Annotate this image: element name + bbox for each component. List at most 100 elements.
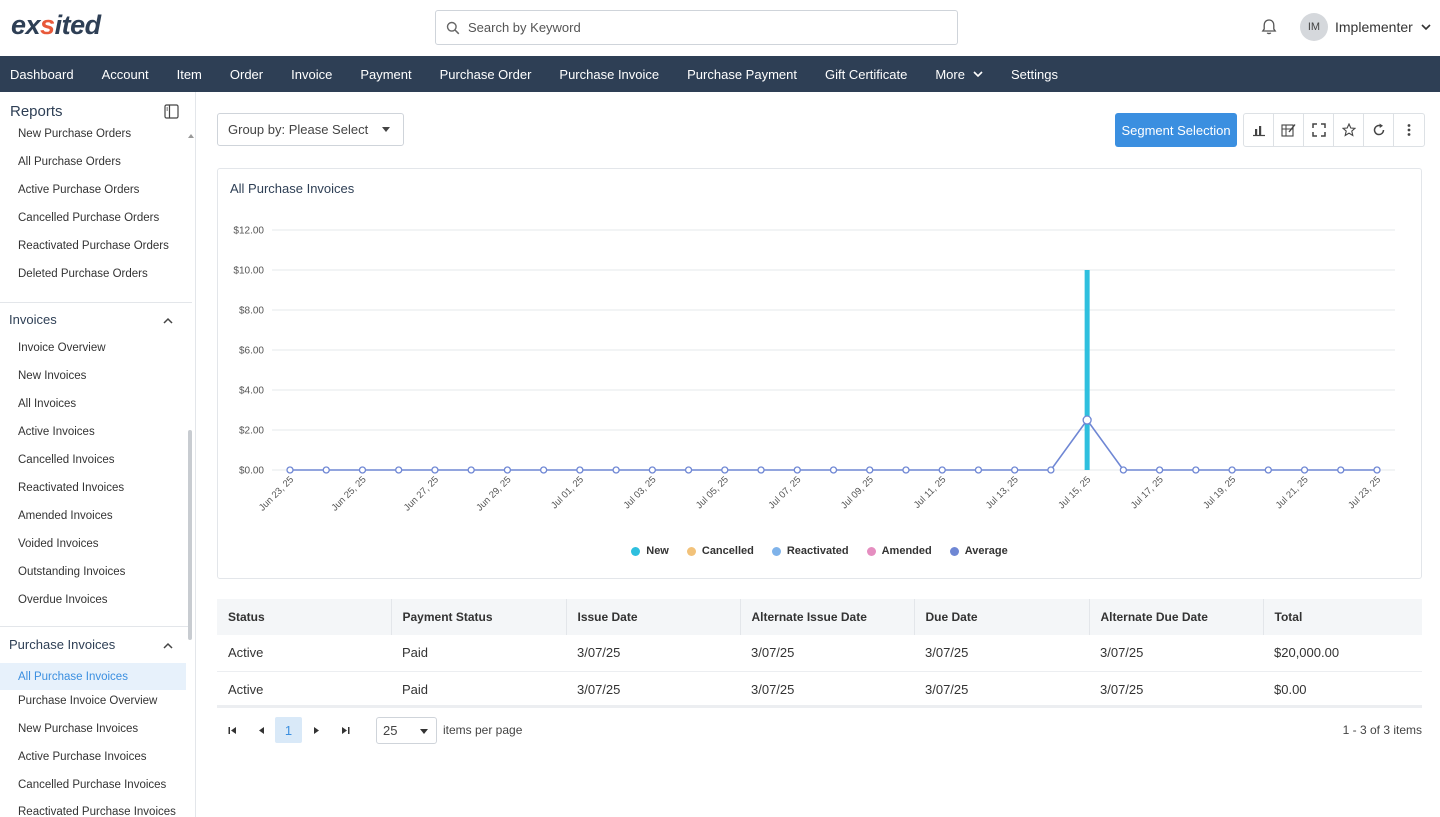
sidebar-item-cancelled-invoices[interactable]: Cancelled Invoices: [18, 454, 115, 466]
legend-label: New: [646, 545, 669, 557]
table-horizontal-scrollbar[interactable]: [217, 705, 1422, 708]
sidebar-item-cancelled-purchase-orders[interactable]: Cancelled Purchase Orders: [18, 212, 160, 224]
last-page-icon[interactable]: [332, 717, 358, 743]
nav-purchase-order[interactable]: Purchase Order: [439, 66, 532, 82]
edit-chart-icon[interactable]: [1274, 114, 1304, 146]
sidebar-item-outstanding-invoices[interactable]: Outstanding Invoices: [18, 566, 126, 578]
sidebar-section-invoices[interactable]: Invoices: [9, 312, 57, 327]
invoices-table: Status Payment Status Issue Date Alterna…: [217, 599, 1422, 708]
nav-payment[interactable]: Payment: [360, 66, 412, 82]
pagination-info: 1 - 3 of 3 items: [1342, 723, 1422, 737]
sidebar-item-purchase-invoice-overview[interactable]: Purchase Invoice Overview: [18, 695, 158, 707]
page-size-select[interactable]: 25: [376, 717, 437, 744]
average-point: [1082, 415, 1092, 425]
table-cell: 3/07/25: [740, 635, 914, 672]
column-header-status[interactable]: Status: [217, 599, 391, 635]
y-tick-label: $10.00: [233, 266, 264, 277]
column-header-alternate-due-date[interactable]: Alternate Due Date: [1088, 599, 1263, 635]
fullscreen-icon[interactable]: [1304, 114, 1334, 146]
sidebar-collapse-icon[interactable]: [164, 104, 179, 122]
nav-more[interactable]: More: [921, 56, 997, 92]
avatar: IM: [1300, 13, 1328, 41]
legend-item[interactable]: New: [631, 545, 669, 557]
sidebar-scrollbar[interactable]: [188, 430, 192, 640]
nav-order[interactable]: Order: [229, 66, 264, 82]
chevron-down-icon: [973, 70, 983, 77]
search-input[interactable]: [468, 20, 928, 35]
chevron-up-icon[interactable]: [163, 642, 173, 649]
column-header-alternate-issue-date[interactable]: Alternate Issue Date: [739, 599, 914, 635]
more-options-icon[interactable]: [1394, 114, 1424, 146]
sidebar-item-reactivated-purchase-orders[interactable]: Reactivated Purchase Orders: [18, 240, 169, 252]
chevron-up-icon[interactable]: [163, 317, 173, 324]
legend-swatch: [771, 546, 781, 556]
legend-item[interactable]: Cancelled: [686, 545, 754, 557]
sidebar-item-cancelled-purchase-invoices[interactable]: Cancelled Purchase Invoices: [18, 779, 167, 791]
sidebar-item-overdue-invoices[interactable]: Overdue Invoices: [18, 594, 108, 606]
legend-swatch: [686, 546, 696, 556]
first-page-icon[interactable]: [219, 717, 245, 743]
previous-page-icon[interactable]: [248, 717, 274, 743]
sidebar-item-new-purchase-invoices[interactable]: New Purchase Invoices: [18, 723, 139, 735]
legend-label: Average: [964, 545, 1008, 557]
sidebar-item-new-purchase-orders[interactable]: New Purchase Orders: [18, 128, 132, 140]
average-point: [576, 466, 584, 474]
column-header-total[interactable]: Total: [1262, 599, 1422, 635]
nav-invoice[interactable]: Invoice: [291, 66, 333, 82]
table-row[interactable]: Active Paid 3/07/25 3/07/25 3/07/25 3/07…: [217, 635, 1422, 672]
sidebar-item-invoice-overview[interactable]: Invoice Overview: [18, 342, 106, 354]
nav-purchase-invoice[interactable]: Purchase Invoice: [559, 66, 660, 82]
y-tick-label: $12.00: [233, 226, 264, 237]
reports-sidebar: Reports New Purchase Orders All Purchase…: [0, 92, 196, 817]
sidebar-item-active-purchase-invoices[interactable]: Active Purchase Invoices: [18, 751, 147, 763]
sidebar-section-purchase-invoices[interactable]: Purchase Invoices: [9, 637, 116, 652]
logo-text-suffix: ited: [54, 10, 102, 40]
sidebar-item-all-invoices[interactable]: All Invoices: [18, 398, 77, 410]
average-point: [1300, 466, 1309, 474]
search-box[interactable]: [435, 10, 958, 45]
average-point: [938, 466, 946, 474]
table-row[interactable]: Active Paid 3/07/25 3/07/25 3/07/25 3/07…: [217, 671, 1422, 708]
app-logo[interactable]: exsited: [11, 10, 101, 41]
average-point: [1011, 466, 1019, 474]
sidebar-item-deleted-purchase-orders[interactable]: Deleted Purchase Orders: [18, 268, 148, 280]
sidebar-item-all-purchase-orders[interactable]: All Purchase Orders: [18, 156, 121, 168]
star-icon[interactable]: [1334, 114, 1364, 146]
sidebar-item-active-invoices[interactable]: Active Invoices: [18, 426, 95, 438]
y-tick-label: $8.00: [239, 306, 264, 317]
scroll-up-arrow-icon[interactable]: [188, 134, 194, 138]
sidebar-scroll-area[interactable]: New Purchase Orders All Purchase Orders …: [0, 128, 195, 817]
column-header-issue-date[interactable]: Issue Date: [565, 599, 740, 635]
sidebar-item-reactivated-invoices[interactable]: Reactivated Invoices: [18, 482, 125, 494]
sidebar-item-all-purchase-invoices[interactable]: All Purchase Invoices: [0, 663, 186, 690]
nav-account[interactable]: Account: [101, 66, 149, 82]
column-header-due-date[interactable]: Due Date: [913, 599, 1089, 635]
average-point: [829, 466, 838, 474]
nav-settings[interactable]: Settings: [1010, 66, 1058, 82]
next-page-icon[interactable]: [303, 717, 329, 743]
segment-selection-button[interactable]: Segment Selection: [1115, 113, 1237, 147]
user-menu[interactable]: IM Implementer: [1300, 13, 1431, 41]
sidebar-item-voided-invoices[interactable]: Voided Invoices: [18, 538, 99, 550]
bar-chart-icon[interactable]: [1244, 114, 1274, 146]
nav-purchase-payment[interactable]: Purchase Payment: [687, 66, 797, 82]
x-tick-label: Jul 17, 25: [1129, 474, 1166, 511]
refresh-icon[interactable]: [1364, 114, 1394, 146]
x-tick-label: Jul 07, 25: [766, 474, 803, 511]
legend-item[interactable]: Reactivated: [771, 545, 849, 557]
notifications-bell-icon[interactable]: [1261, 18, 1277, 39]
top-header: exsited IM Implementer: [0, 0, 1440, 56]
sidebar-item-active-purchase-orders[interactable]: Active Purchase Orders: [18, 184, 140, 196]
sidebar-item-new-invoices[interactable]: New Invoices: [18, 370, 87, 382]
legend-item[interactable]: Average: [949, 545, 1008, 557]
sidebar-item-amended-invoices[interactable]: Amended Invoices: [18, 510, 113, 522]
sidebar-item-reactivated-purchase-invoices[interactable]: Reactivated Purchase Invoices: [18, 806, 176, 817]
nav-item[interactable]: Item: [176, 66, 202, 82]
group-by-select[interactable]: Group by: Please Select: [217, 113, 404, 146]
column-header-payment-status[interactable]: Payment Status: [390, 599, 566, 635]
nav-dashboard[interactable]: Dashboard: [10, 66, 74, 82]
page-number-current[interactable]: 1: [275, 717, 302, 743]
nav-gift-certificate[interactable]: Gift Certificate: [824, 66, 908, 82]
average-point: [974, 466, 983, 474]
legend-item[interactable]: Amended: [866, 545, 932, 557]
